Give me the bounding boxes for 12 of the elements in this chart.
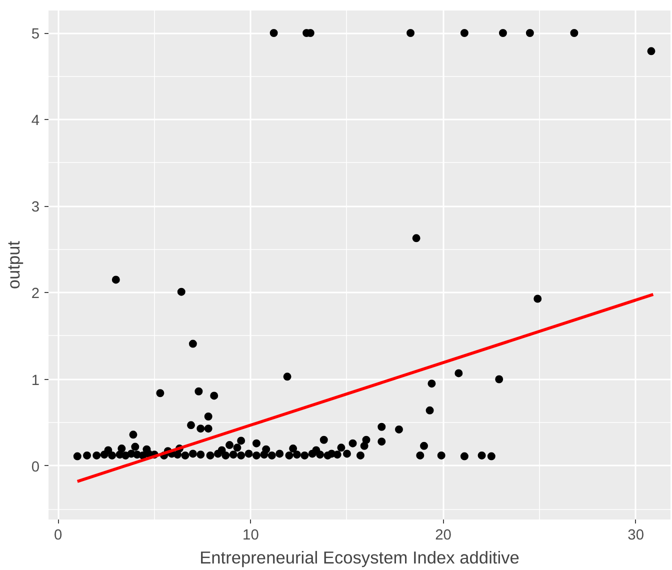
x-tick-label: 0 bbox=[54, 528, 62, 544]
y-tick-label: 0 bbox=[31, 459, 40, 476]
y-tick-label: 1 bbox=[31, 372, 40, 389]
y-axis-title: output bbox=[3, 240, 24, 290]
x-tick-label: 10 bbox=[242, 528, 259, 544]
y-tick-label: 3 bbox=[31, 200, 40, 216]
y-tick-label: 2 bbox=[31, 286, 40, 302]
x-tick-label: 20 bbox=[435, 528, 452, 544]
x-tick-label: 30 bbox=[628, 528, 644, 544]
y-tick-label: 4 bbox=[31, 113, 40, 130]
x-axis-title: Entrepreneurial Ecosystem Index additive bbox=[200, 548, 520, 568]
y-tick-label: 5 bbox=[31, 26, 40, 43]
